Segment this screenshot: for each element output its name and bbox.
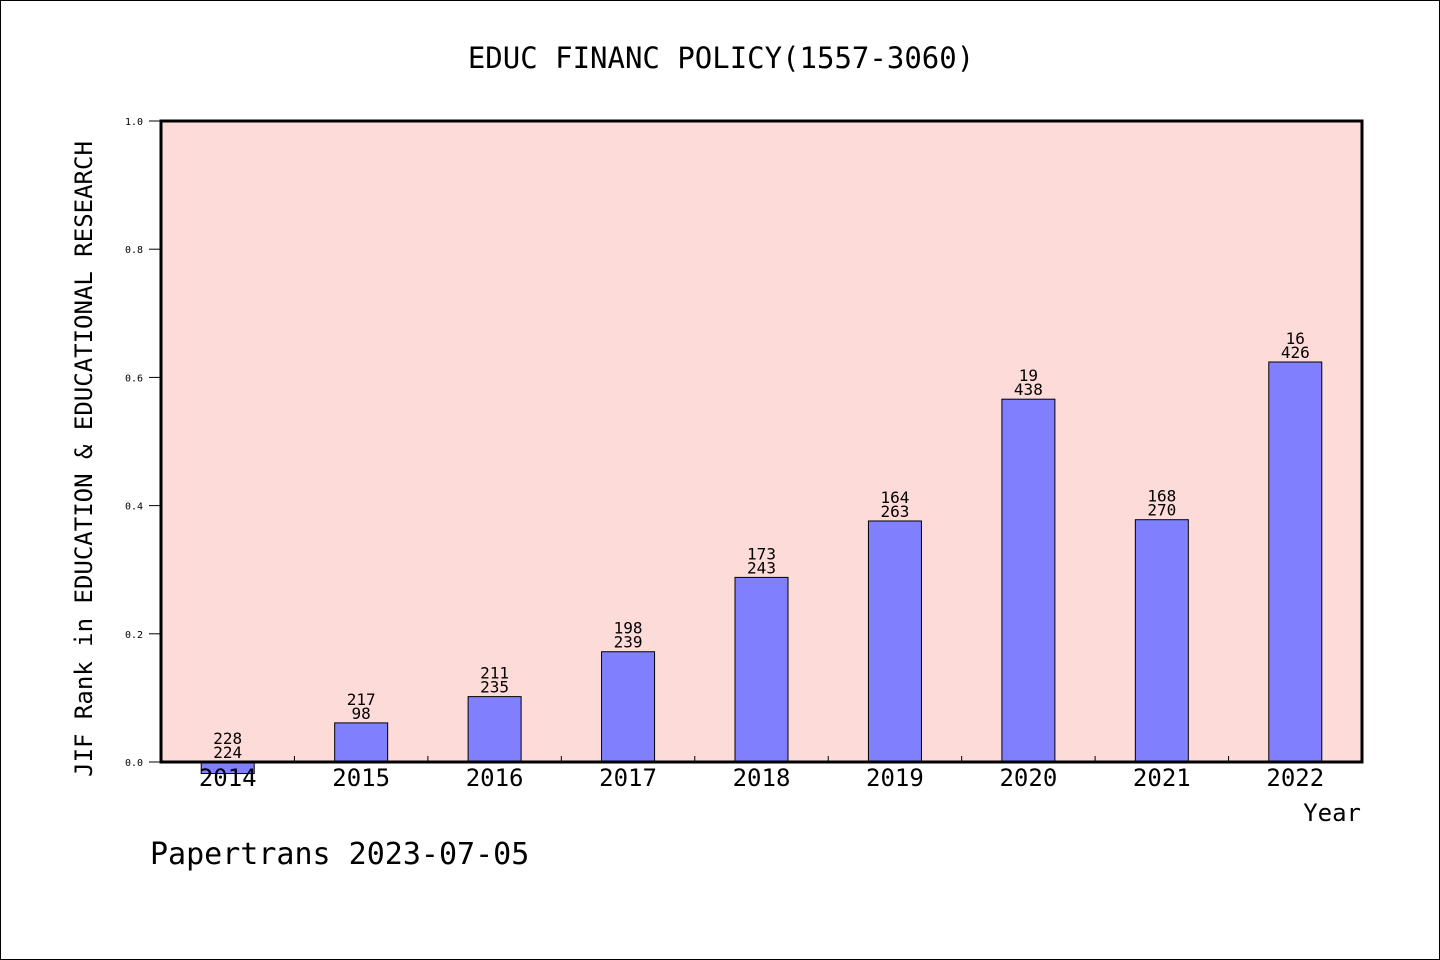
x-tick-label-2018: 2018 [733,764,791,792]
bar-2019 [867,520,922,763]
y-tick-label-0.6: 0.6 [125,373,143,384]
bar-label-bottom-2022: 426 [1281,343,1310,362]
bar-label-top-2022: 16 [1286,329,1305,348]
x-tick-label-2017: 2017 [599,764,657,792]
bar-2015 [334,722,389,763]
x-axis: 2014 2015 2016 2017 2018 2019 2020 2021 2022 [199,756,1324,792]
bar-2017 [601,651,656,763]
y-axis: 0.0 0.2 0.4 0.6 0.8 1.0 [125,117,161,769]
y-tick-label-1.0: 1.0 [125,117,143,128]
bar-label-bottom-2018: 243 [747,558,776,577]
bar-label-top-2014: 228 [213,729,242,748]
bar-2016 [467,696,522,763]
y-tick-label-0.0: 0.0 [125,758,143,769]
x-tick-label-2015: 2015 [332,764,390,792]
bar-2021 [1134,519,1189,763]
bar-label-bottom-2016: 235 [480,678,509,697]
plot-border [159,119,1364,764]
bars-group [200,361,1323,775]
bar-label-top-2017: 198 [614,619,643,638]
bar-label-top-2020: 19 [1019,366,1038,385]
bar-2020 [1001,398,1056,763]
bar-label-top-2015: 217 [347,690,376,709]
x-tick-label-2022: 2022 [1266,764,1324,792]
y-axis-title: JIF Rank in EDUCATION & EDUCATIONAL RESE… [70,141,98,777]
x-tick-label-2019: 2019 [866,764,924,792]
bar-label-top-2018: 173 [747,544,776,563]
bar-label-bottom-2020: 438 [1014,380,1043,399]
bar-2018 [734,576,789,763]
x-axis-title: Year [1303,799,1361,827]
x-tick-label-2016: 2016 [466,764,524,792]
y-tick-label-0.8: 0.8 [125,245,143,256]
bar-label-bottom-2019: 263 [880,502,909,521]
bar-label-bottom-2015: 98 [352,704,371,723]
bar-label-top-2019: 164 [880,488,909,507]
y-tick-label-0.2: 0.2 [125,630,143,641]
bar-2022 [1268,361,1323,763]
x-tick-label-2020: 2020 [999,764,1057,792]
footer-credit: Papertrans 2023-07-05 [150,837,529,872]
chart-title: EDUC FINANC POLICY(1557-3060) [468,41,974,75]
y-tick-label-0.4: 0.4 [125,502,143,513]
x-tick-label-2014: 2014 [199,764,257,792]
bar-label-top-2021: 168 [1147,487,1176,506]
bar-label-top-2016: 211 [480,664,509,683]
bar-label-bottom-2017: 239 [614,633,643,652]
x-tick-label-2021: 2021 [1133,764,1191,792]
bar-label-bottom-2021: 270 [1147,501,1176,520]
bar-label-bottom-2014: 224 [213,743,242,762]
